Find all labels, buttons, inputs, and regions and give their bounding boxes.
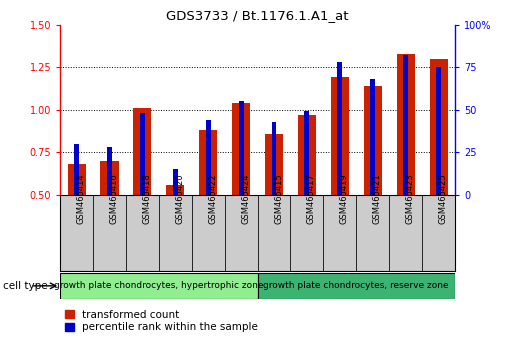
- Bar: [100, 161, 119, 195]
- Text: GSM465414: GSM465414: [76, 173, 86, 224]
- Text: GSM465423: GSM465423: [406, 173, 415, 224]
- Bar: [140, 113, 145, 195]
- Bar: [206, 120, 211, 195]
- Bar: [298, 115, 316, 195]
- FancyBboxPatch shape: [93, 195, 126, 271]
- Bar: [173, 169, 178, 195]
- Bar: [396, 54, 415, 195]
- Text: GSM465425: GSM465425: [439, 173, 448, 224]
- Bar: [74, 144, 79, 195]
- FancyBboxPatch shape: [290, 195, 323, 271]
- Bar: [199, 130, 217, 195]
- FancyBboxPatch shape: [60, 273, 257, 299]
- Text: growth plate chondrocytes, reserve zone: growth plate chondrocytes, reserve zone: [264, 281, 449, 290]
- Bar: [238, 101, 244, 195]
- Text: GSM465417: GSM465417: [307, 173, 316, 224]
- FancyBboxPatch shape: [257, 195, 290, 271]
- FancyBboxPatch shape: [159, 195, 192, 271]
- Title: GDS3733 / Bt.1176.1.A1_at: GDS3733 / Bt.1176.1.A1_at: [166, 9, 349, 22]
- FancyBboxPatch shape: [323, 195, 356, 271]
- Bar: [67, 164, 86, 195]
- Text: GSM465420: GSM465420: [175, 173, 184, 224]
- Bar: [265, 133, 283, 195]
- Bar: [403, 55, 408, 195]
- FancyBboxPatch shape: [192, 195, 225, 271]
- Bar: [166, 184, 185, 195]
- Bar: [107, 147, 112, 195]
- Text: cell type: cell type: [3, 281, 47, 291]
- Bar: [370, 79, 375, 195]
- FancyBboxPatch shape: [257, 273, 455, 299]
- Text: GSM465418: GSM465418: [142, 173, 152, 224]
- Text: GSM465422: GSM465422: [208, 173, 217, 224]
- FancyBboxPatch shape: [60, 195, 93, 271]
- Text: GSM465419: GSM465419: [340, 173, 349, 224]
- Text: GSM465415: GSM465415: [274, 173, 283, 224]
- Bar: [304, 112, 310, 195]
- Bar: [232, 103, 250, 195]
- Bar: [436, 67, 441, 195]
- Bar: [429, 59, 448, 195]
- Bar: [271, 122, 277, 195]
- FancyBboxPatch shape: [356, 195, 389, 271]
- Bar: [331, 78, 349, 195]
- FancyBboxPatch shape: [422, 195, 455, 271]
- Bar: [133, 108, 152, 195]
- Legend: transformed count, percentile rank within the sample: transformed count, percentile rank withi…: [65, 310, 258, 332]
- FancyBboxPatch shape: [126, 195, 159, 271]
- FancyBboxPatch shape: [389, 195, 422, 271]
- Bar: [337, 62, 343, 195]
- Text: growth plate chondrocytes, hypertrophic zone: growth plate chondrocytes, hypertrophic …: [54, 281, 264, 290]
- Bar: [363, 86, 382, 195]
- Text: GSM465421: GSM465421: [373, 173, 382, 224]
- Text: GSM465416: GSM465416: [109, 173, 119, 224]
- FancyBboxPatch shape: [225, 195, 257, 271]
- Text: GSM465424: GSM465424: [241, 173, 250, 224]
